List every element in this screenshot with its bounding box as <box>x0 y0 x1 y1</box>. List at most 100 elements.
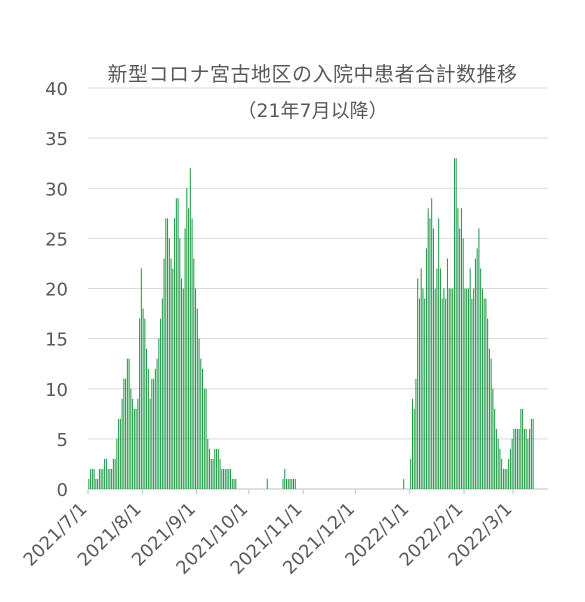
bar <box>165 218 167 489</box>
bar <box>480 268 482 489</box>
bar <box>114 458 116 489</box>
bar <box>203 388 205 489</box>
bar <box>420 268 422 489</box>
bar <box>429 218 431 489</box>
bar <box>532 418 534 489</box>
bar <box>195 288 197 489</box>
bar <box>488 348 490 489</box>
bar <box>476 248 478 489</box>
bar <box>149 398 151 489</box>
y-axis: 0 5 10 15 20 25 30 35 40 <box>45 79 68 501</box>
bar <box>196 308 198 489</box>
chart-subtitle: （21年7月以降） <box>237 100 388 122</box>
bar <box>490 358 492 489</box>
bar <box>104 458 106 489</box>
bar <box>188 208 190 490</box>
bar <box>193 258 195 489</box>
bar <box>527 438 529 490</box>
bar <box>132 398 134 489</box>
bar <box>432 228 434 489</box>
bar <box>473 288 475 489</box>
bar <box>230 468 232 489</box>
bar <box>112 458 114 489</box>
bar <box>289 478 291 489</box>
bar <box>513 428 515 489</box>
bar <box>284 468 286 489</box>
bar <box>515 428 517 489</box>
bar <box>160 318 162 489</box>
bar <box>198 338 200 490</box>
bar <box>168 238 170 490</box>
bar <box>184 228 186 489</box>
bar <box>123 378 125 489</box>
bar <box>499 448 501 489</box>
bar <box>481 288 483 489</box>
bar <box>434 288 436 489</box>
bar <box>151 378 153 489</box>
bar <box>282 478 284 489</box>
bar <box>109 468 111 489</box>
bar <box>224 468 226 489</box>
bar <box>216 448 218 489</box>
bar <box>126 358 128 489</box>
bar <box>431 198 433 489</box>
x-axis: 2021/7/12021/8/12021/9/12021/10/12021/11… <box>20 489 517 579</box>
bar <box>522 408 524 489</box>
bar <box>95 478 97 489</box>
bar <box>233 478 235 489</box>
bar <box>154 368 156 489</box>
bar <box>156 358 158 489</box>
bar <box>161 298 163 489</box>
bar <box>455 158 457 489</box>
bar <box>446 258 448 489</box>
bar <box>422 288 424 489</box>
bar <box>179 238 181 490</box>
bar <box>107 468 109 489</box>
bar-series <box>88 158 534 490</box>
bar <box>471 298 473 489</box>
bar <box>121 398 123 489</box>
bar <box>518 428 520 489</box>
bar <box>523 428 525 489</box>
bar <box>231 478 233 489</box>
y-tick-label: 15 <box>45 330 68 351</box>
bar <box>100 468 102 489</box>
bar <box>158 338 160 490</box>
bar <box>506 468 508 489</box>
bar <box>118 418 120 489</box>
bar <box>453 158 455 489</box>
bar <box>210 458 212 489</box>
y-tick-label: 5 <box>57 430 68 451</box>
bar <box>467 288 469 489</box>
bar <box>415 378 417 489</box>
bar <box>102 468 104 489</box>
bar <box>140 268 142 489</box>
bar <box>133 408 135 489</box>
bar <box>459 228 461 489</box>
bar <box>182 288 184 489</box>
bar <box>504 468 506 489</box>
bar <box>450 288 452 489</box>
bar <box>445 298 447 489</box>
bar <box>174 218 176 489</box>
bar <box>293 478 295 489</box>
bar <box>207 438 209 490</box>
y-tick-label: 20 <box>45 280 68 301</box>
bar <box>497 438 499 490</box>
bar <box>464 288 466 489</box>
bar <box>485 298 487 489</box>
bar <box>137 398 139 489</box>
bar <box>147 368 149 489</box>
bar <box>221 468 223 489</box>
bar <box>111 468 113 489</box>
bar <box>144 318 146 489</box>
bar <box>502 468 504 489</box>
bar <box>443 288 445 489</box>
bar <box>424 298 426 489</box>
bar <box>457 208 459 490</box>
bar <box>469 268 471 489</box>
bar <box>418 298 420 489</box>
bar <box>441 298 443 489</box>
bar <box>492 388 494 489</box>
bar <box>509 448 511 489</box>
